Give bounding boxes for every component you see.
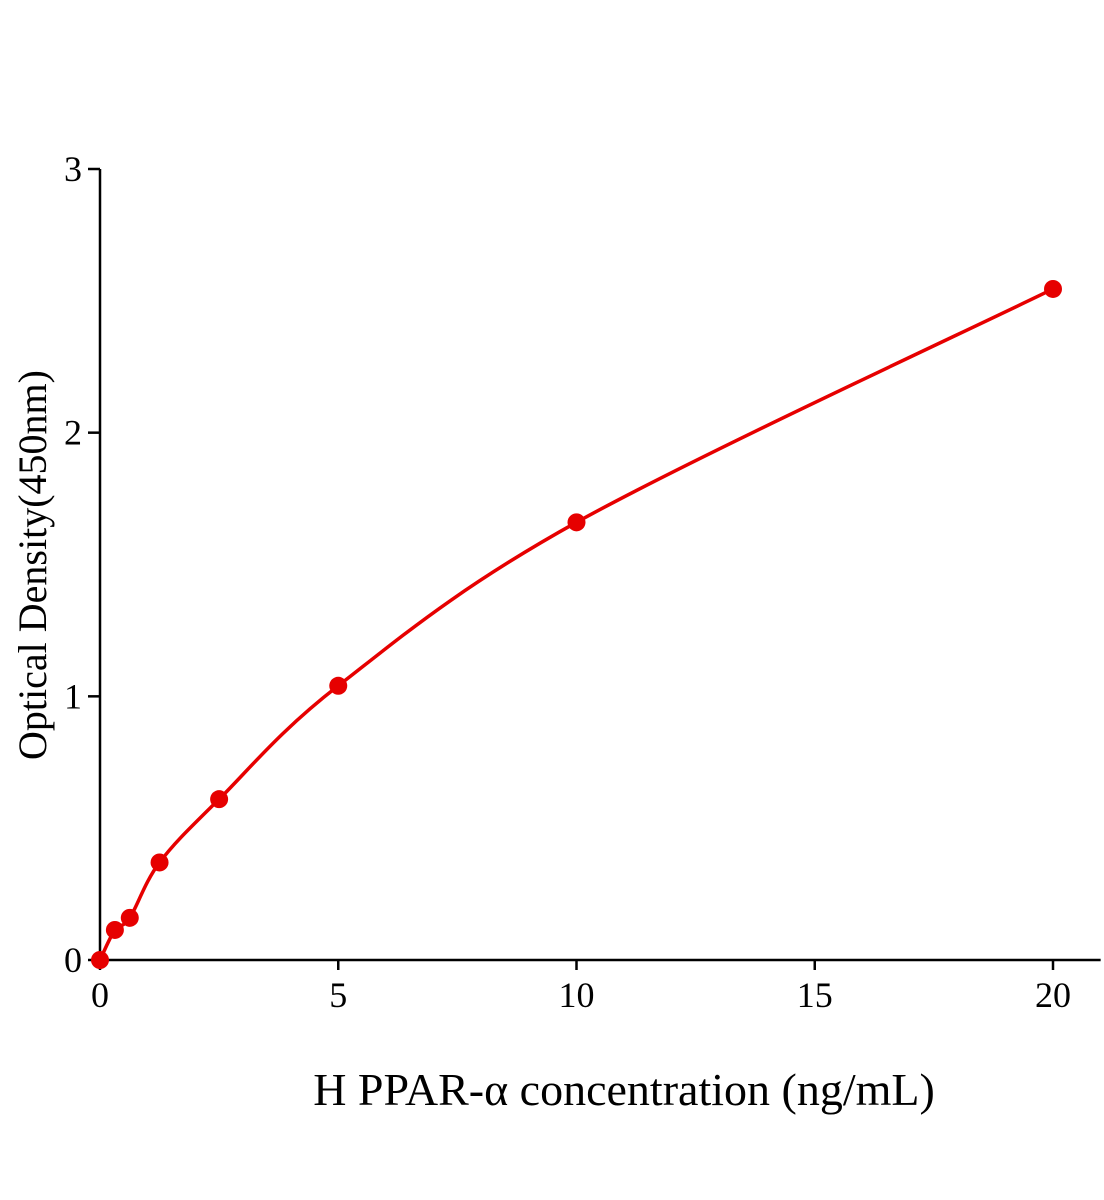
y-tick-label: 1 [64,676,82,716]
x-axis-label: H PPAR-α concentration (ng/mL) [313,1064,935,1115]
y-tick-label: 3 [64,149,82,189]
x-tick-label: 0 [91,975,109,1015]
data-point [329,676,348,695]
data-point [120,908,139,927]
y-tick-label: 2 [64,413,82,453]
data-point [150,853,169,872]
x-tick-label: 5 [329,975,347,1015]
x-tick-label: 20 [1035,975,1071,1015]
data-point [1044,279,1062,298]
fit-curve [98,287,1054,961]
data-point [567,513,586,532]
y-axis-label: Optical Density(450nm) [10,370,55,760]
axes: 0 5 10 15 20 0 1 2 3 [64,149,1101,1015]
x-tick-label: 10 [559,975,595,1015]
x-tick-label: 15 [797,975,833,1015]
data-point [105,920,124,939]
data-point [210,790,229,809]
data-point [91,951,109,969]
y-tick-label: 0 [64,940,82,980]
data-points [91,279,1062,969]
